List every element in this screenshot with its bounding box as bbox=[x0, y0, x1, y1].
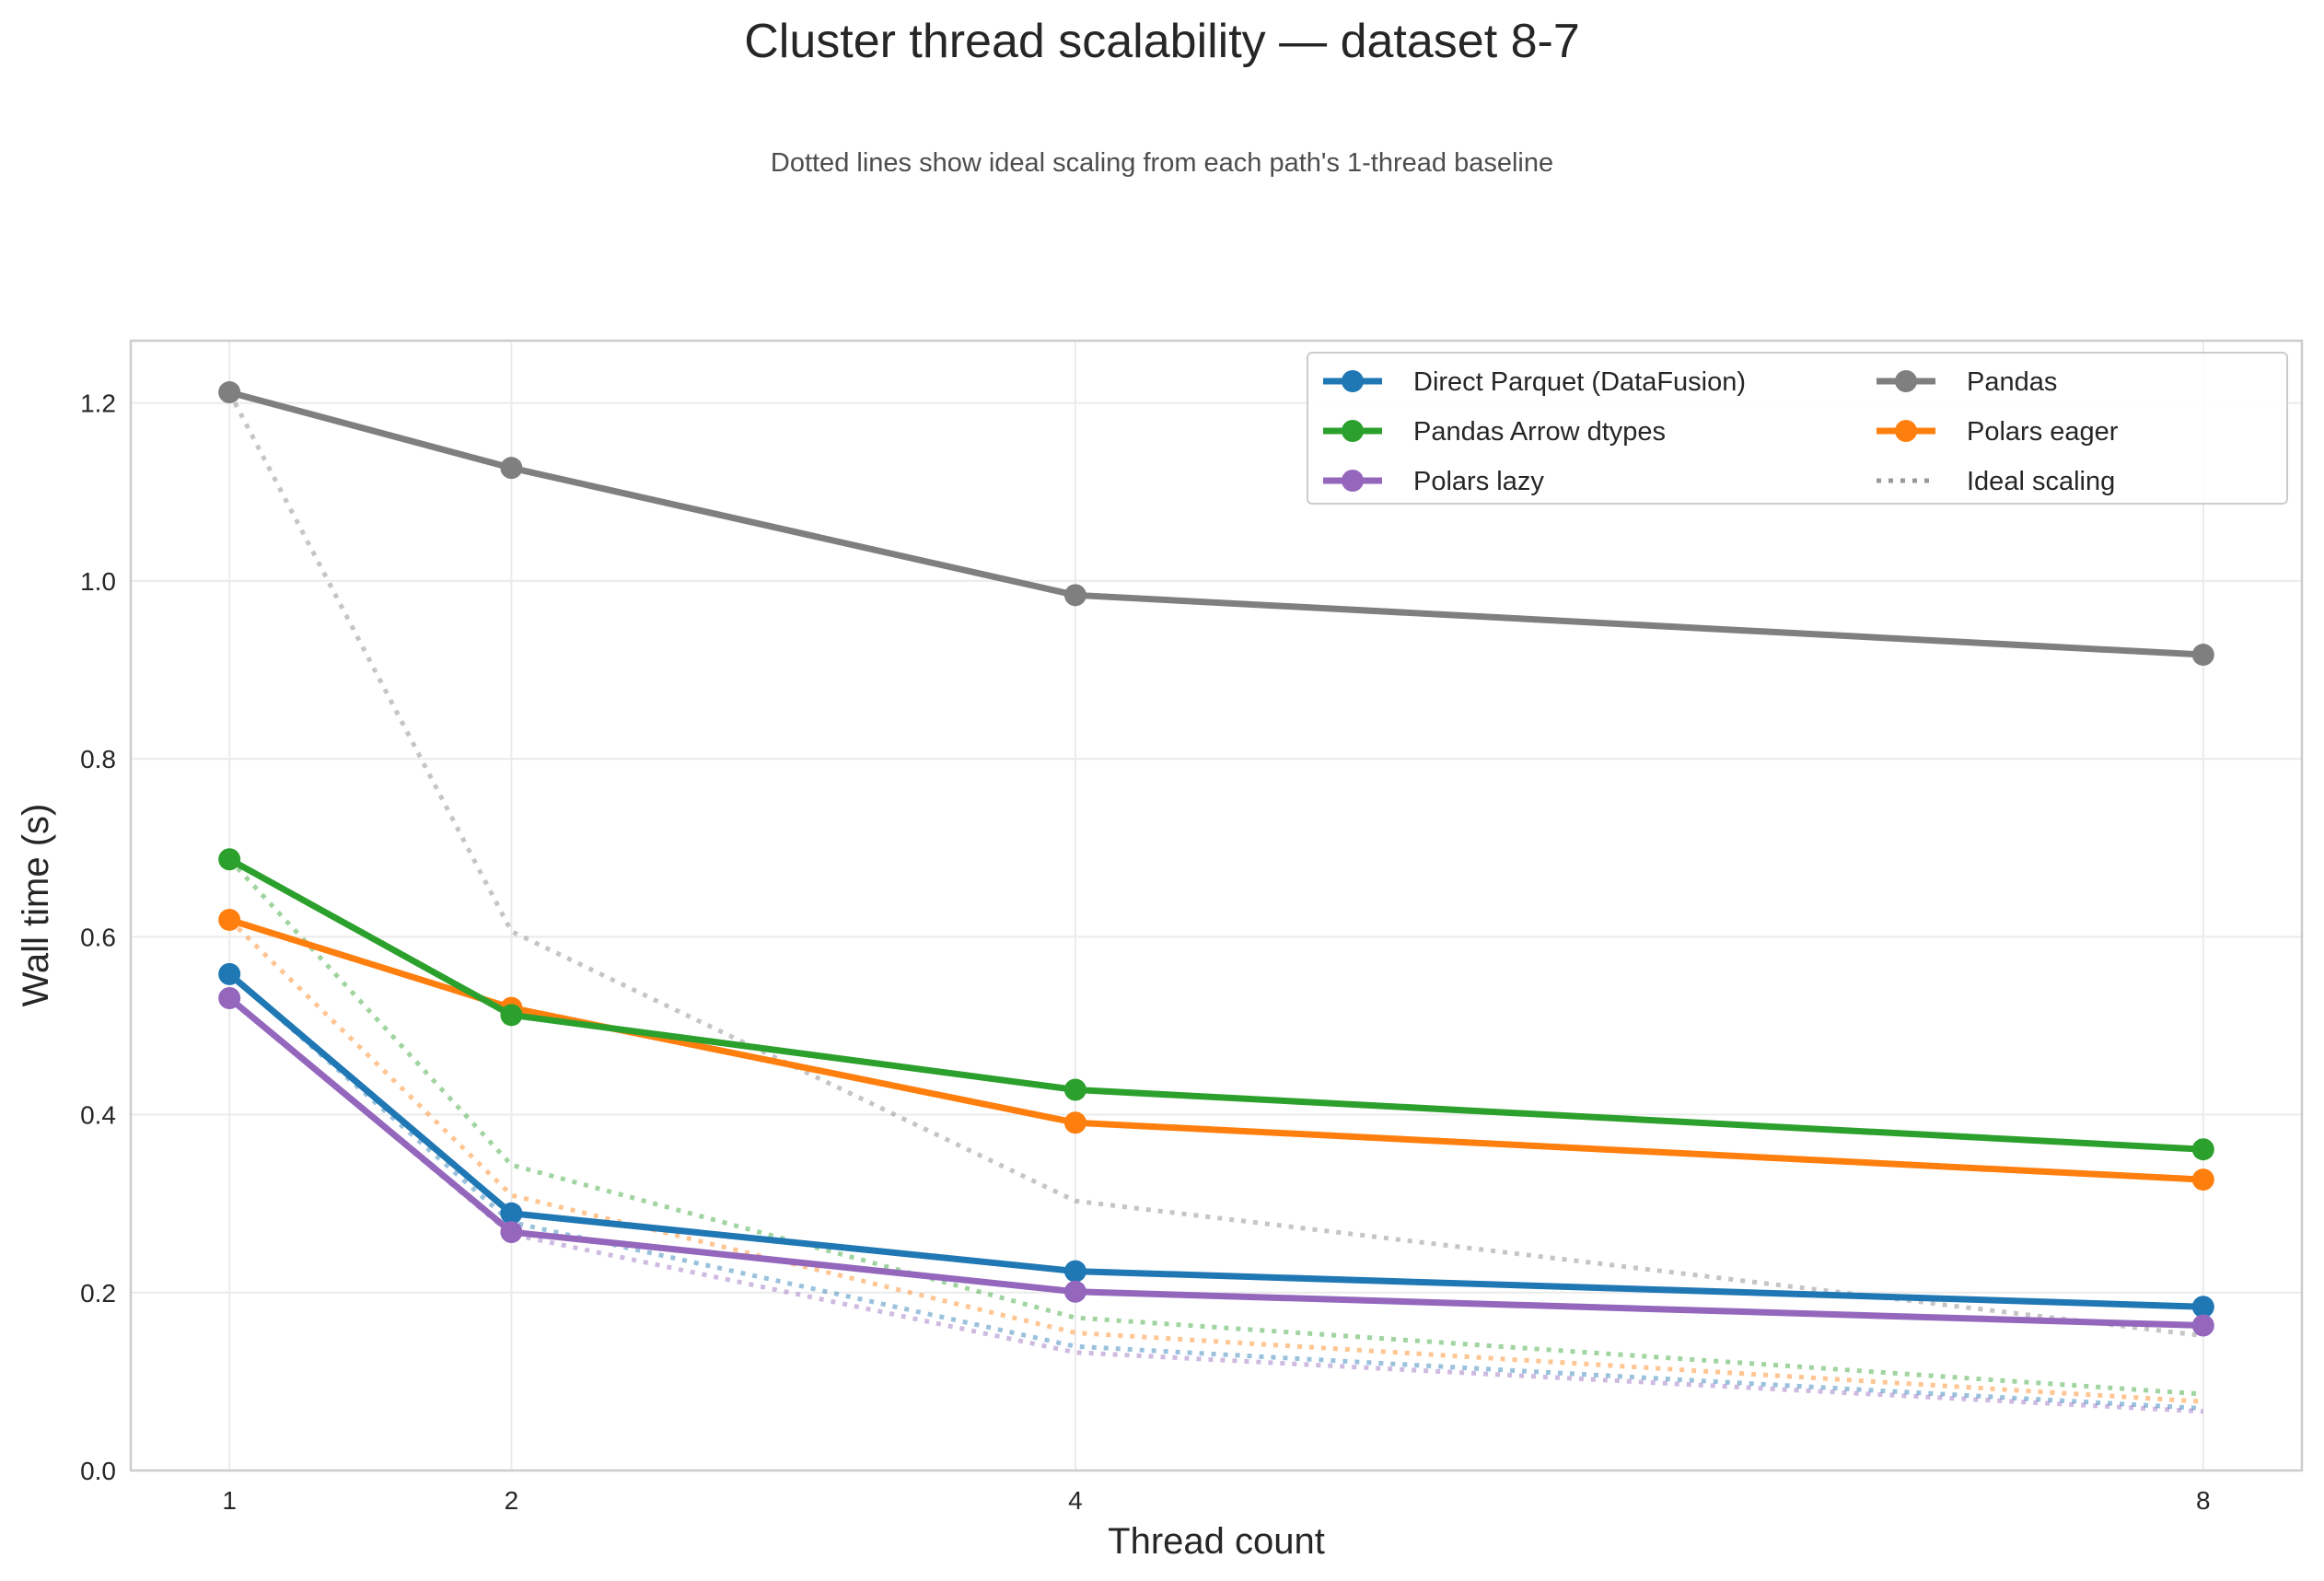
series-lines bbox=[218, 381, 2214, 1337]
data-point bbox=[500, 1004, 523, 1027]
x-tick-label: 4 bbox=[1068, 1486, 1083, 1515]
data-point bbox=[1063, 1111, 1086, 1134]
series-line bbox=[227, 856, 2204, 1153]
data-point bbox=[1063, 1260, 1086, 1283]
y-tick-label: 0.0 bbox=[80, 1457, 116, 1485]
chart-title: Cluster thread scalability — dataset 8-7 bbox=[744, 15, 1580, 68]
y-tick-label: 1.0 bbox=[80, 567, 116, 596]
data-point bbox=[2191, 1168, 2214, 1192]
ticks: 1 2 4 8 0.0 0.2 0.4 0.6 0.8 1.0 1.2 bbox=[80, 389, 2211, 1515]
legend-marker bbox=[1342, 420, 1364, 442]
ideal-line bbox=[227, 996, 2203, 1414]
y-tick-label: 0.2 bbox=[80, 1279, 116, 1308]
y-tick-label: 0.4 bbox=[80, 1101, 116, 1130]
x-tick-label: 8 bbox=[2196, 1486, 2211, 1515]
data-point bbox=[218, 381, 241, 404]
series-line bbox=[228, 916, 2203, 1183]
data-point bbox=[1063, 1280, 1086, 1303]
data-point bbox=[218, 908, 241, 931]
legend-marker bbox=[1895, 370, 1917, 392]
legend-marker bbox=[1342, 370, 1364, 392]
series-line bbox=[227, 995, 2203, 1330]
data-point bbox=[500, 457, 523, 480]
data-point bbox=[218, 962, 241, 985]
data-point bbox=[1063, 584, 1086, 607]
x-axis-label: Thread count bbox=[1108, 1521, 1325, 1562]
y-tick-label: 0.8 bbox=[80, 745, 116, 773]
legend: Direct Parquet (DataFusion) Pandas Arrow … bbox=[1307, 352, 2288, 505]
data-point bbox=[2191, 1314, 2214, 1337]
plot-frame bbox=[129, 339, 2304, 1472]
legend-label: Pandas Arrow dtypes bbox=[1413, 417, 1666, 447]
y-tick-label: 1.2 bbox=[80, 389, 116, 418]
x-tick-label: 1 bbox=[222, 1486, 237, 1515]
series-line bbox=[227, 971, 2203, 1310]
x-tick-label: 2 bbox=[505, 1486, 519, 1515]
data-point bbox=[500, 1221, 523, 1244]
ideal-lines bbox=[227, 390, 2204, 1414]
y-tick-label: 0.6 bbox=[80, 923, 116, 951]
data-point bbox=[2191, 1296, 2214, 1319]
legend-label: Pandas bbox=[1967, 367, 2057, 397]
y-axis-label: Wall time (s) bbox=[16, 804, 56, 1007]
legend-label: Ideal scaling bbox=[1967, 467, 2115, 496]
legend-label: Polars eager bbox=[1967, 417, 2119, 447]
legend-label: Polars lazy bbox=[1413, 467, 1544, 496]
legend-label: Direct Parquet (DataFusion) bbox=[1413, 367, 1746, 397]
data-point bbox=[1063, 1078, 1086, 1101]
legend-marker bbox=[1342, 470, 1364, 492]
legend-marker bbox=[1895, 420, 1917, 442]
data-point bbox=[218, 848, 241, 871]
data-point bbox=[2191, 644, 2214, 667]
data-point bbox=[2191, 1138, 2214, 1161]
ideal-line bbox=[227, 390, 2204, 1339]
series-line bbox=[228, 389, 2204, 658]
data-point bbox=[500, 1202, 523, 1225]
chart-subtitle: Dotted lines show ideal scaling from eac… bbox=[771, 148, 1553, 178]
legend-box bbox=[1307, 352, 2288, 505]
data-point bbox=[218, 986, 241, 1009]
